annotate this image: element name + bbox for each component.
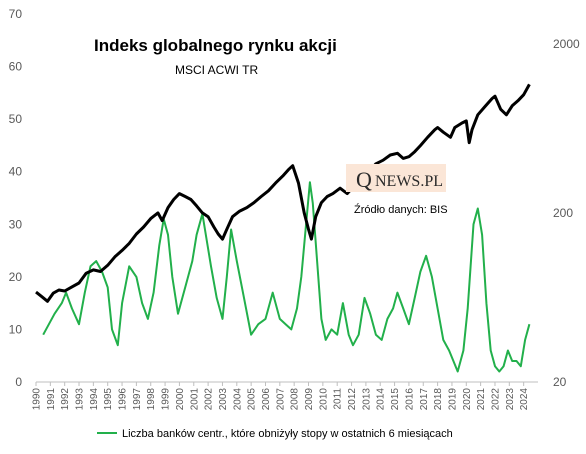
- x-tick-label: 2024: [519, 388, 530, 411]
- x-tick-label: 2013: [361, 388, 372, 411]
- left-tick-label: 60: [9, 60, 23, 74]
- x-tick-label: 2004: [232, 388, 243, 411]
- x-tick-label: 2002: [204, 388, 215, 411]
- x-tick-label: 1999: [161, 388, 172, 411]
- x-tick-label: 1993: [75, 388, 86, 411]
- x-tick-label: 2023: [505, 388, 516, 411]
- x-tick-label: 1997: [132, 388, 143, 411]
- x-tick-label: 2018: [433, 388, 444, 411]
- right-axis: 20 200 2000: [553, 37, 580, 389]
- chart-subtitle: MSCI ACWI TR: [175, 63, 258, 77]
- left-tick-label: 10: [9, 322, 23, 336]
- x-tick-label: 2006: [261, 388, 272, 411]
- left-tick-label: 20: [9, 270, 23, 284]
- left-tick-label: 50: [9, 112, 23, 126]
- x-tick-label: 2017: [419, 388, 430, 411]
- x-tick-label: 2021: [476, 388, 487, 411]
- logo-rest: NEWS.PL: [375, 173, 443, 190]
- x-tick-label: 1994: [89, 388, 100, 411]
- x-tick-label: 2011: [333, 388, 344, 410]
- x-tick-label: 2020: [462, 388, 473, 411]
- x-tick-label: 2010: [318, 388, 329, 411]
- x-tick-label: 2007: [275, 388, 286, 411]
- qnews-logo: Q NEWS.PL: [346, 164, 446, 192]
- x-axis: 1990 1991 1992 1993 1994 1995 1996 1997 1998 1999…: [32, 382, 530, 411]
- x-tick-label: 2003: [218, 388, 229, 411]
- left-tick-label: 40: [9, 165, 23, 179]
- x-tick-label: 2012: [347, 388, 358, 411]
- left-tick-label: 0: [15, 375, 22, 389]
- x-tick-label: 2015: [390, 388, 401, 411]
- x-tick-label: 2022: [490, 388, 501, 411]
- x-tick-label: 2014: [376, 388, 387, 411]
- logo-q: Q: [356, 167, 372, 192]
- legend: Liczba banków centr., które obniżyły sto…: [97, 428, 453, 440]
- stock-index-line: [35, 83, 531, 303]
- x-tick-label: 2000: [175, 388, 186, 411]
- left-tick-label: 70: [9, 7, 23, 21]
- x-tick-label: 2016: [404, 388, 415, 411]
- left-tick-label: 30: [9, 217, 23, 231]
- source-note: Źródło danych: BIS: [354, 203, 448, 216]
- x-tick-label: 2019: [447, 388, 458, 411]
- x-tick-label: 1992: [60, 388, 71, 411]
- right-tick-label: 2000: [553, 37, 580, 51]
- right-tick-label: 200: [553, 206, 573, 220]
- rate-cut-count-line: [42, 181, 531, 373]
- x-tick-label: 1996: [118, 388, 129, 411]
- chart-title: Indeks globalnego rynku akcji: [94, 36, 337, 55]
- x-tick-label: 2009: [304, 388, 315, 411]
- x-tick-label: 2005: [247, 388, 258, 411]
- right-tick-label: 20: [553, 375, 567, 389]
- x-tick-label: 1995: [103, 388, 114, 411]
- x-tick-label: 1991: [46, 388, 57, 411]
- x-tick-label: 1990: [32, 388, 43, 411]
- left-axis: 0 10 20 30 40 50 60 70: [9, 7, 23, 389]
- x-tick-label: 2001: [189, 388, 200, 411]
- x-tick-label: 2008: [290, 388, 301, 411]
- legend-label: Liczba banków centr., które obniżyły sto…: [122, 428, 453, 440]
- x-tick-label: 1998: [146, 388, 157, 411]
